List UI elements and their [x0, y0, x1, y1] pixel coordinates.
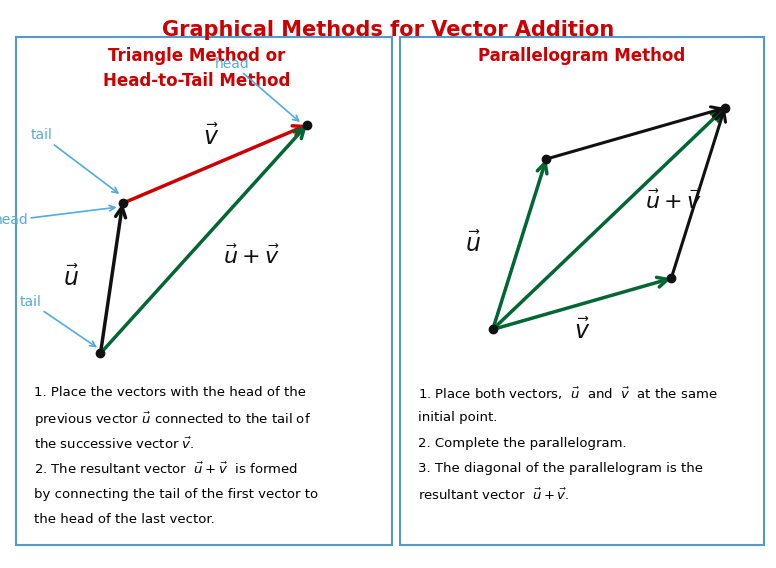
- Text: Triangle Method or
Head-to-Tail Method: Triangle Method or Head-to-Tail Method: [102, 47, 290, 90]
- Text: $\vec{u}+\vec{v}$: $\vec{u}+\vec{v}$: [223, 245, 280, 268]
- Text: Graphical Methods for Vector Addition: Graphical Methods for Vector Addition: [162, 20, 614, 40]
- Text: $\vec{u}$: $\vec{u}$: [63, 265, 79, 291]
- Text: previous vector $\vec{u}$ connected to the tail of: previous vector $\vec{u}$ connected to t…: [34, 411, 311, 429]
- Text: resultant vector  $\vec{u}+\vec{v}$.: resultant vector $\vec{u}+\vec{v}$.: [417, 487, 570, 503]
- Text: $\vec{u}+\vec{v}$: $\vec{u}+\vec{v}$: [645, 190, 702, 213]
- Text: by connecting the tail of the first vector to: by connecting the tail of the first vect…: [34, 487, 318, 500]
- Text: Parallelogram Method: Parallelogram Method: [478, 47, 686, 65]
- Text: $\vec{v}$: $\vec{v}$: [574, 318, 590, 344]
- Text: head: head: [0, 206, 115, 227]
- Text: the head of the last vector.: the head of the last vector.: [34, 513, 215, 526]
- Text: the successive vector $\vec{v}$.: the successive vector $\vec{v}$.: [34, 437, 195, 452]
- Text: 1. Place the vectors with the head of the: 1. Place the vectors with the head of th…: [34, 386, 307, 399]
- Text: $\vec{v}$: $\vec{v}$: [203, 124, 219, 150]
- Text: tail: tail: [30, 128, 118, 193]
- Text: 2. The resultant vector  $\vec{u}+\vec{v}$  is formed: 2. The resultant vector $\vec{u}+\vec{v}…: [34, 462, 298, 478]
- Text: $\vec{u}$: $\vec{u}$: [465, 231, 481, 257]
- Text: initial point.: initial point.: [417, 411, 497, 424]
- Text: 1. Place both vectors,  $\vec{u}$  and  $\vec{v}$  at the same: 1. Place both vectors, $\vec{u}$ and $\v…: [417, 386, 717, 402]
- Text: 2. Complete the parallelogram.: 2. Complete the parallelogram.: [417, 437, 626, 449]
- Text: head: head: [215, 57, 299, 121]
- Text: tail: tail: [19, 295, 95, 346]
- Text: 3. The diagonal of the parallelogram is the: 3. The diagonal of the parallelogram is …: [417, 462, 703, 475]
